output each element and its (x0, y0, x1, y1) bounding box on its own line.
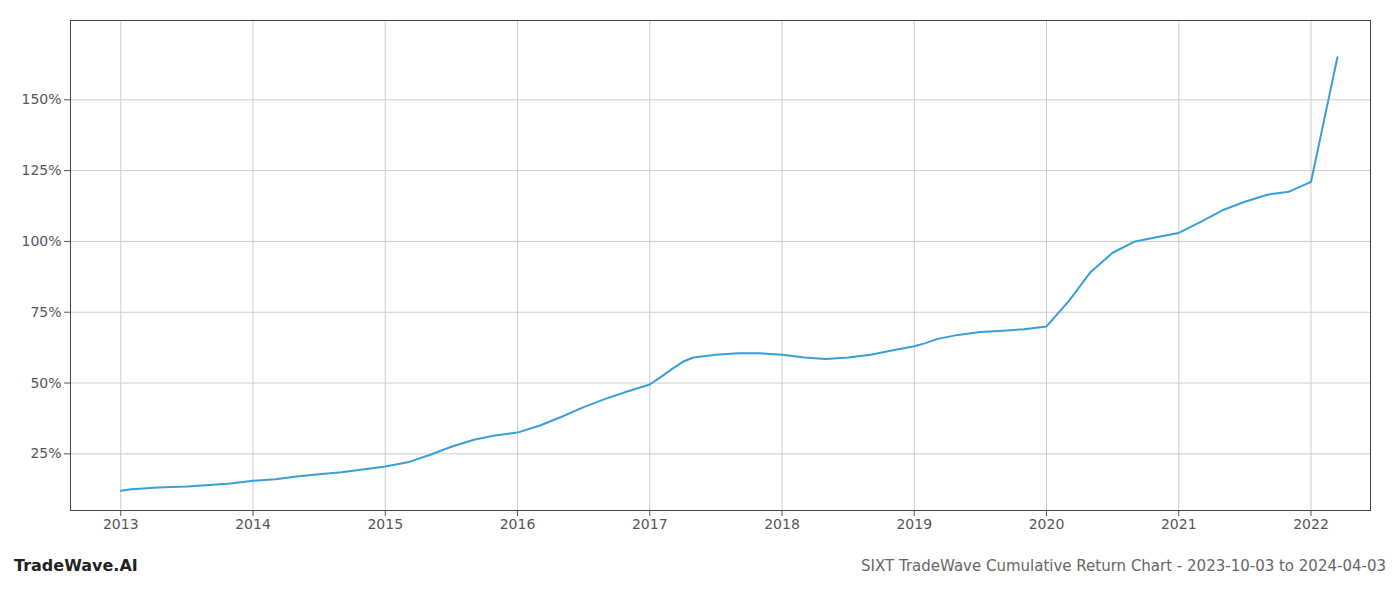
svg-text:125%: 125% (21, 162, 61, 178)
svg-text:2014: 2014 (235, 516, 271, 532)
svg-text:2017: 2017 (632, 516, 668, 532)
svg-text:75%: 75% (30, 304, 61, 320)
svg-text:2019: 2019 (896, 516, 932, 532)
html-text:SIXT TradeWave Cumulative Retu: SIXT TradeWave Cumulative Return Chart -… (861, 557, 1386, 575)
svg-text:2021: 2021 (1161, 516, 1197, 532)
svg-text:25%: 25% (30, 445, 61, 461)
svg-text:2016: 2016 (500, 516, 536, 532)
svg-text:2015: 2015 (367, 516, 403, 532)
svg-text:2018: 2018 (764, 516, 800, 532)
svg-text:100%: 100% (21, 233, 61, 249)
svg-text:50%: 50% (30, 375, 61, 391)
svg-text:2022: 2022 (1293, 516, 1329, 532)
svg-text:2013: 2013 (103, 516, 139, 532)
svg-text:2020: 2020 (1029, 516, 1065, 532)
html-text:TradeWave.AI: TradeWave.AI (14, 556, 138, 575)
svg-text:150%: 150% (21, 91, 61, 107)
